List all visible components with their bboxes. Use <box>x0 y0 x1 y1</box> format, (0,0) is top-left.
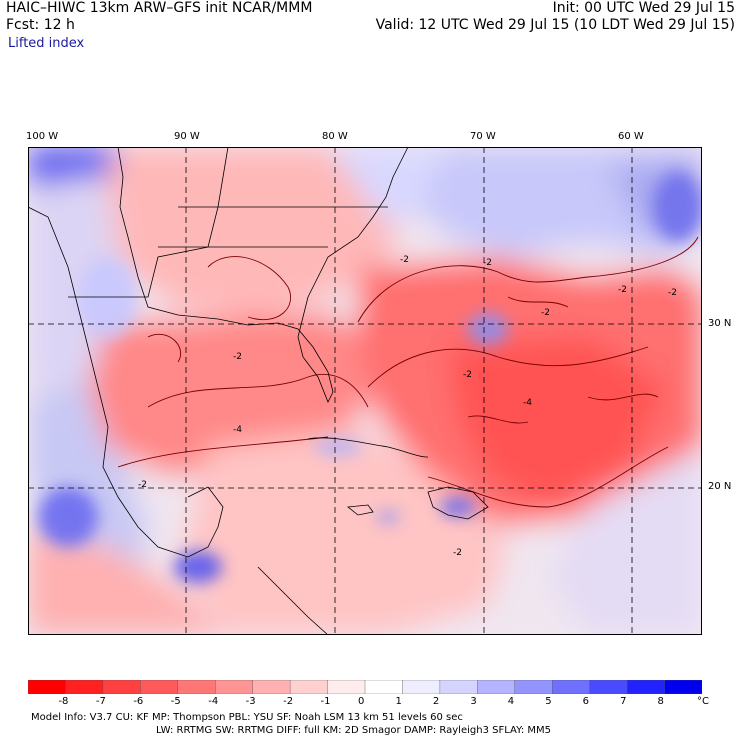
colorbar-tick-label: 0 <box>358 696 365 707</box>
colorbar-tick-label: 1 <box>395 696 402 707</box>
colorbar-tick-label: 5 <box>545 696 552 707</box>
contour-label: -2 <box>618 285 627 295</box>
colorbar-box <box>664 680 702 694</box>
colorbar-tick-label: -3 <box>245 696 256 707</box>
colorbar-tick-label: 2 <box>432 696 440 707</box>
colorbar-box <box>552 680 591 694</box>
colorbar-box <box>289 680 329 694</box>
lon-label-70w: 70 W <box>470 131 496 142</box>
lat-label-30n: 30 N <box>708 318 732 329</box>
colorbar-box <box>439 680 479 694</box>
colorbar <box>28 680 702 694</box>
contour-label: -2 <box>138 480 147 490</box>
lat-label-20n: 20 N <box>708 481 732 492</box>
colorbar-box <box>327 680 366 694</box>
colorbar-box <box>402 680 441 694</box>
colorbar-box <box>626 680 666 694</box>
colorbar-box <box>140 680 179 694</box>
contour-label: -2 <box>400 255 409 265</box>
colorbar-tick-label: -8 <box>58 696 69 707</box>
contour-label: -2 <box>541 308 550 318</box>
contour-label: -2 <box>483 258 492 268</box>
field-name: Lifted index <box>8 36 85 51</box>
footer-physics-info: LW: RRTMG SW: RRTMG DIFF: full KM: 2D Sm… <box>156 725 552 736</box>
colorbar-tick-label: -1 <box>320 696 331 707</box>
lifted-index-map: -2 -2 -2 -2 -2 -2 -4 -4 -2 -2 -2 <box>28 147 702 635</box>
contour-label: -2 <box>668 288 677 298</box>
colorbar-tick-label: -7 <box>95 696 106 707</box>
lon-label-60w: 60 W <box>618 131 644 142</box>
contour-label: -2 <box>233 352 242 362</box>
colorbar-box <box>215 680 254 694</box>
lon-label-100w: 100 W <box>26 131 59 142</box>
colorbar-box <box>65 680 104 694</box>
colorbar-box <box>252 680 291 694</box>
colorbar-box <box>364 680 404 694</box>
contour-label: -4 <box>523 398 532 408</box>
valid-time: Valid: 12 UTC Wed 29 Jul 15 (10 LDT Wed … <box>375 17 735 33</box>
colorbar-tick-label: 6 <box>582 696 590 707</box>
footer-model-info: Model Info: V3.7 CU: KF MP: Thompson PBL… <box>31 712 463 723</box>
contour-label: -2 <box>463 370 472 380</box>
init-time: Init: 00 UTC Wed 29 Jul 15 <box>552 0 735 16</box>
colorbar-box <box>514 680 553 694</box>
colorbar-tick-label: 8 <box>657 696 664 707</box>
colorbar-tick-label: 7 <box>620 696 627 707</box>
colorbar-tick-label: -6 <box>133 696 144 707</box>
colorbar-box <box>477 680 516 694</box>
colorbar-tick-label: -5 <box>170 696 181 707</box>
lon-label-90w: 90 W <box>174 131 200 142</box>
colorbar-box <box>28 680 67 694</box>
forecast-hour: Fcst: 12 h <box>6 17 75 33</box>
colorbar-box <box>177 680 216 694</box>
colorbar-tick-label: 4 <box>507 696 515 707</box>
model-title: HAIC–HIWC 13km ARW–GFS init NCAR/MMM <box>6 0 313 16</box>
contour-label: -4 <box>233 425 242 435</box>
lon-label-80w: 80 W <box>322 131 348 142</box>
colorbar-tick-label: 3 <box>470 696 477 707</box>
colorbar-box <box>102 680 142 694</box>
colorbar-tick-label: -2 <box>283 696 294 707</box>
contour-label: -2 <box>453 548 462 558</box>
colorbar-unit: °C <box>697 696 709 707</box>
colorbar-box <box>589 680 628 694</box>
colorbar-tick-label: -4 <box>208 696 219 707</box>
